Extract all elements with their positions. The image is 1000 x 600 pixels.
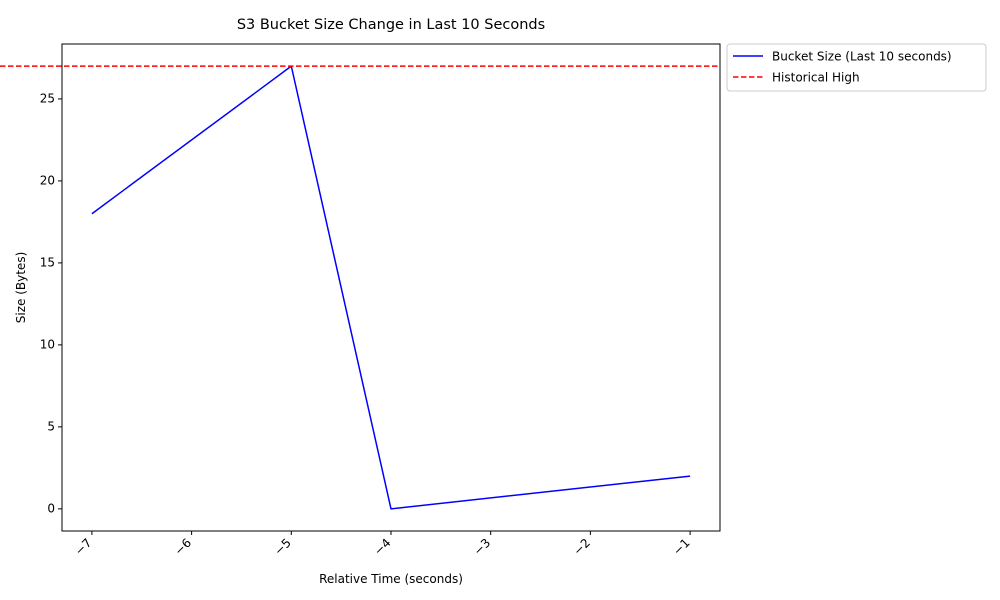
legend: Bucket Size (Last 10 seconds) Historical…	[726, 43, 987, 92]
series-layer	[91, 65, 691, 510]
legend-label-bucket-size: Bucket Size (Last 10 seconds)	[772, 50, 952, 64]
y-axis-ticks: 0 5 10 15 20 25	[40, 91, 62, 515]
y-tick-label: 25	[40, 91, 55, 105]
chart-title: S3 Bucket Size Change in Last 10 Seconds	[237, 17, 545, 33]
y-axis-label: Size (Bytes)	[14, 252, 28, 323]
y-tick-label: 15	[40, 255, 55, 269]
y-tick-label: 10	[40, 337, 55, 351]
y-tick-label: 0	[47, 501, 55, 515]
legend-label-historical-high: Historical High	[772, 71, 860, 85]
plot-border	[61, 43, 721, 532]
plot-frame	[62, 44, 720, 531]
x-axis-label: Relative Time (seconds)	[319, 572, 463, 586]
legend-box	[726, 43, 987, 92]
y-tick-label: 5	[47, 419, 55, 433]
y-tick-label: 20	[40, 173, 55, 187]
series-line-bucket-size	[91, 65, 691, 510]
